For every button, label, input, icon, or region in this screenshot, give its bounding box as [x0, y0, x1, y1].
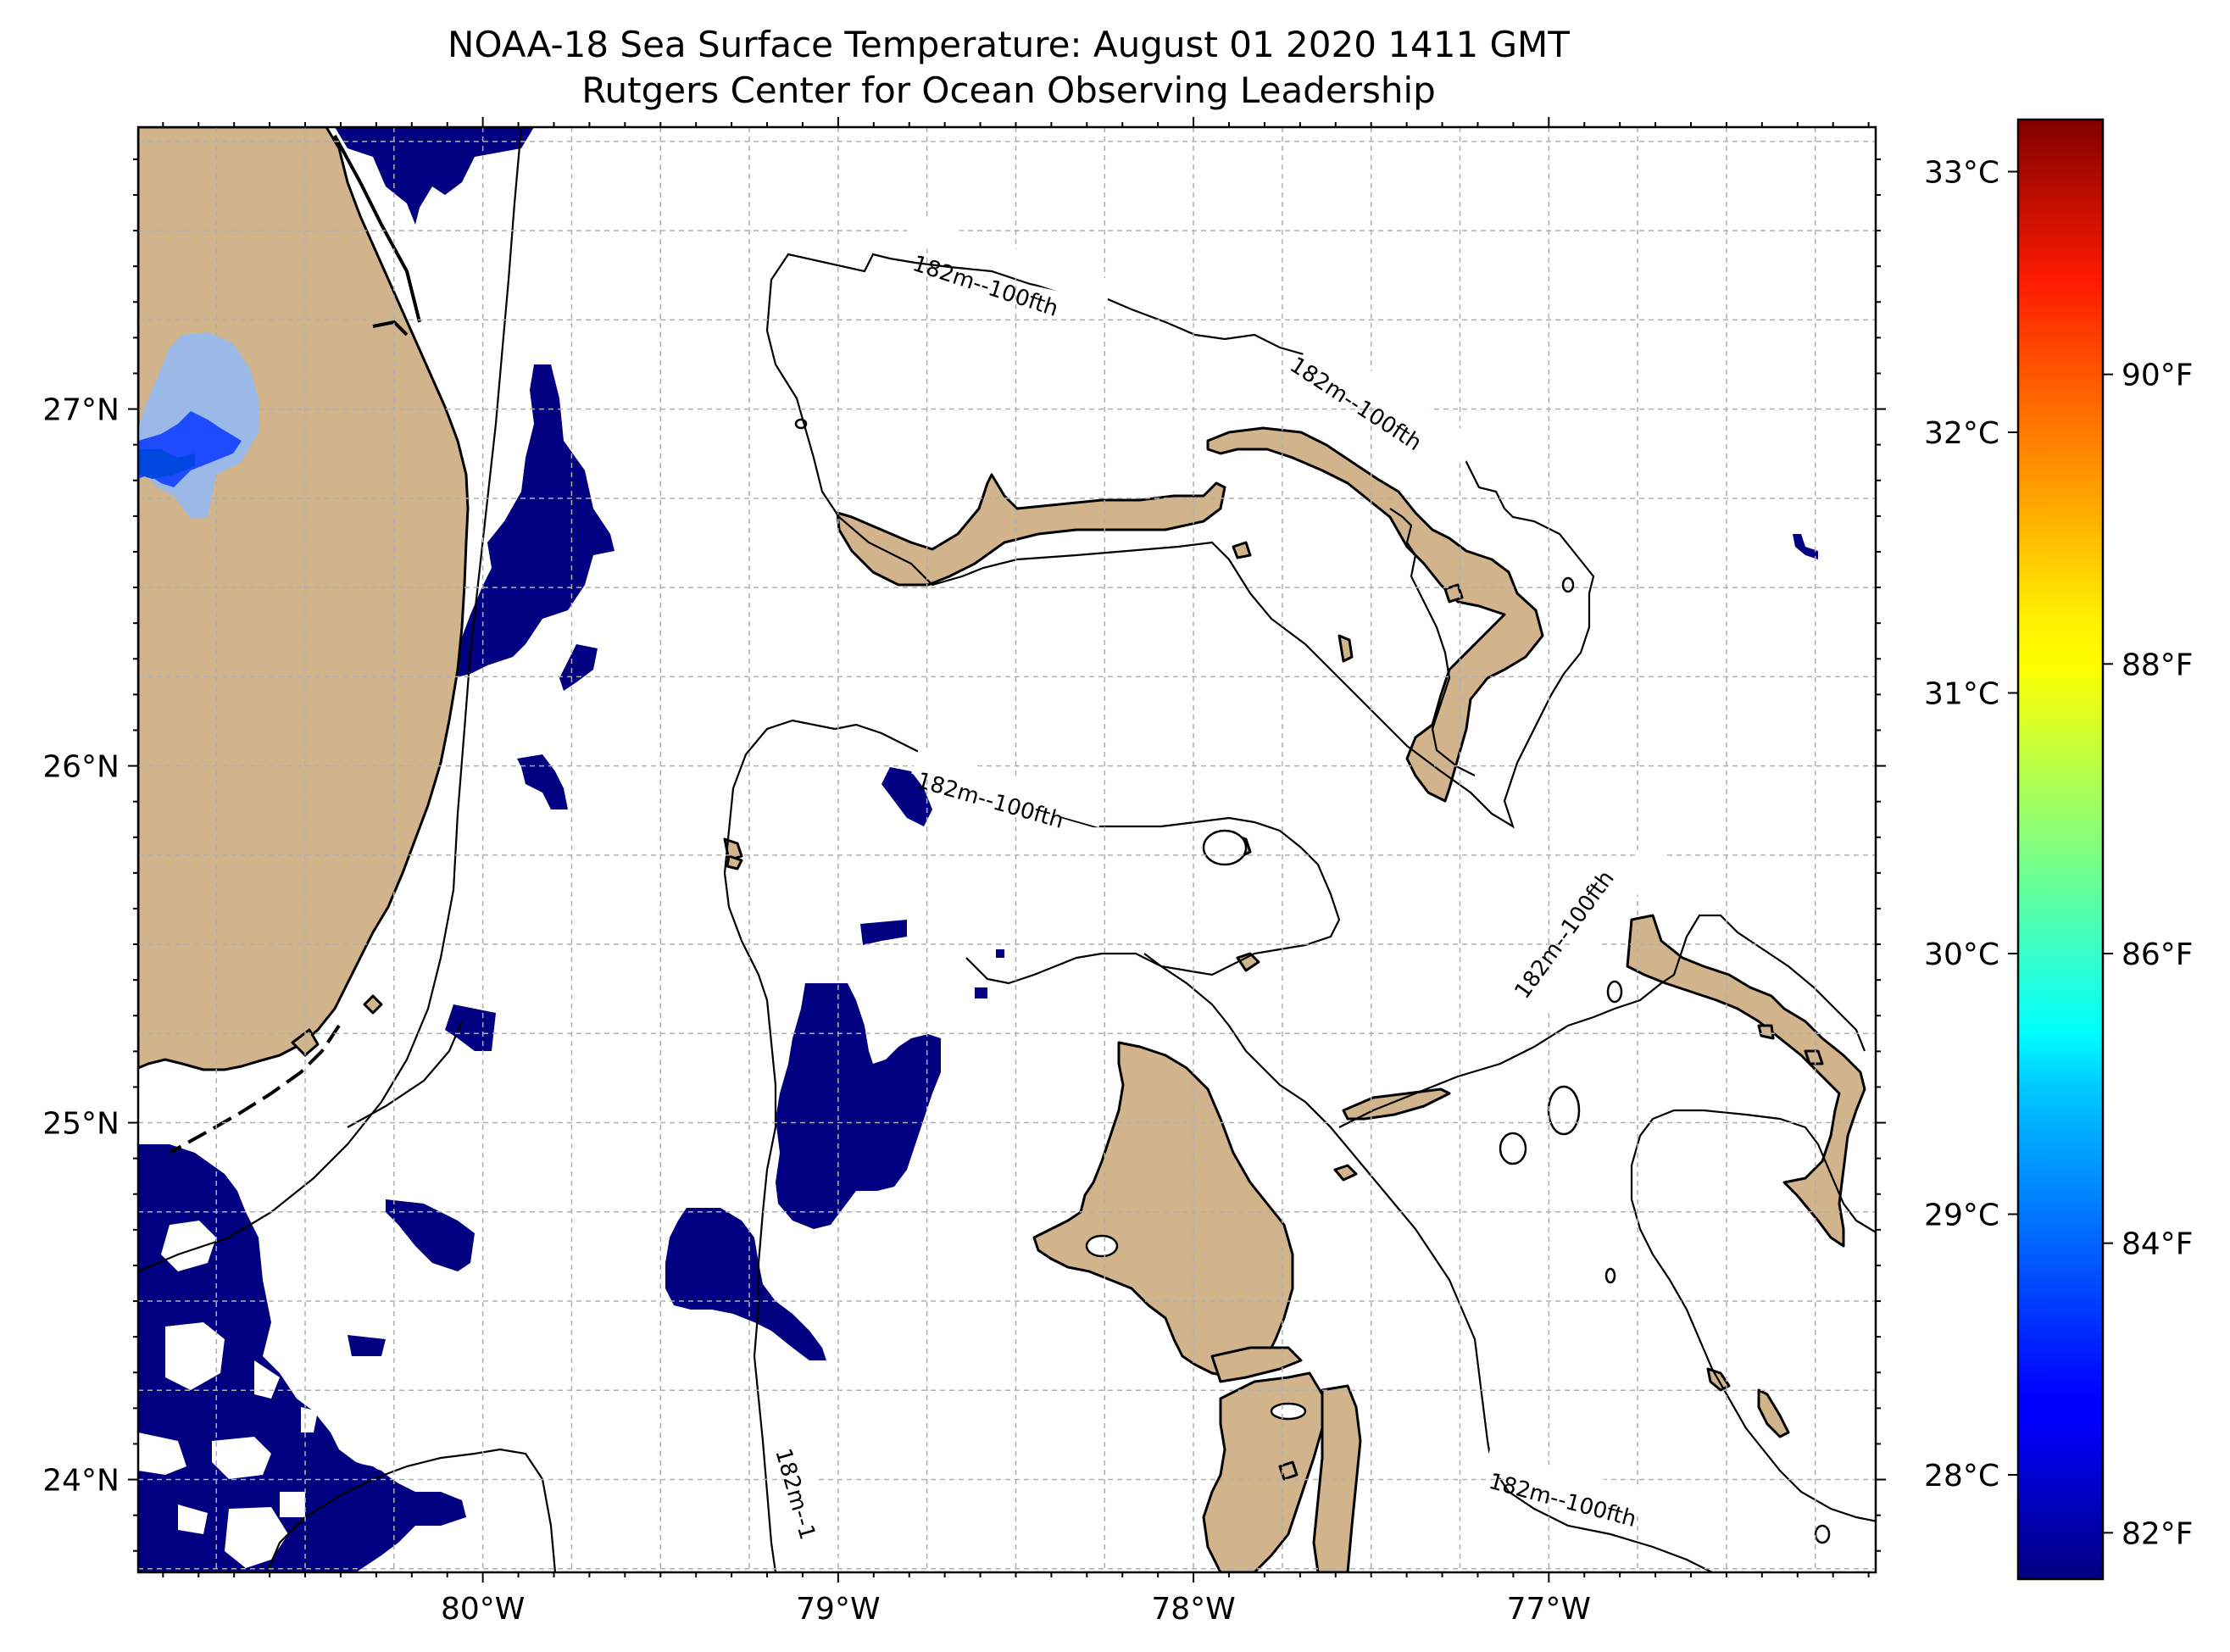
figure-subtitle: Rutgers Center for Ocean Observing Leade… [581, 70, 1436, 111]
keys-outline [169, 135, 421, 1154]
map-area: 182m--100fth 182m--100fth 182m--100fth 1… [138, 127, 1876, 1572]
lake-sst-layer [138, 332, 259, 519]
colorbar-celsius-label: 29°C [1924, 1199, 1999, 1233]
reef-outlines [794, 418, 1831, 1544]
great-abaco-island [1206, 426, 1544, 803]
figure-title: NOAA-18 Sea Surface Temperature: August … [448, 24, 1570, 65]
isobath-lines [138, 127, 1876, 1572]
lat-tick-label: 26°N [42, 750, 120, 785]
lon-tick-label: 77°W [1507, 1592, 1591, 1627]
colorbar-fahrenheit-label: 84°F [2122, 1227, 2194, 1262]
lat-tick-label: 24°N [42, 1464, 120, 1499]
colorbar-gradient [2016, 118, 2105, 1581]
colorbar-celsius-label: 32°C [1924, 416, 1999, 451]
lat-tick-label: 27°N [42, 393, 120, 428]
lon-tick-label: 80°W [441, 1592, 525, 1627]
colorbar-celsius-label: 33°C [1924, 156, 1999, 191]
lon-tick-label: 78°W [1151, 1592, 1235, 1627]
colorbar-fahrenheit-label: 90°F [2122, 359, 2194, 393]
andros-island [1032, 1041, 1294, 1379]
map-axes: 80°W 79°W 78°W 77°W 27°N 26°N 25°N 24°N [42, 117, 1886, 1627]
colorbar-celsius-label: 31°C [1924, 677, 1999, 712]
map-frame [136, 125, 1877, 1574]
colorbar-celsius-label: 28°C [1924, 1459, 1999, 1493]
gridlines [138, 127, 1876, 1572]
grand-bahama-island [836, 473, 1226, 587]
colorbar-fahrenheit-label: 82°F [2122, 1516, 2194, 1551]
colorbar-celsius-label: 30°C [1924, 937, 1999, 972]
lon-tick-label: 79°W [796, 1592, 880, 1627]
lat-tick-label: 25°N [42, 1107, 120, 1142]
colorbar-ticks: 33°C 32°C 31°C 30°C 29°C 28°C 90°F 88°F 86°F 84°F… [1924, 156, 2193, 1552]
colorbar-fahrenheit-label: 86°F [2122, 937, 2194, 972]
colorbar-fahrenheit-label: 88°F [2122, 648, 2194, 682]
colorbar: 33°C 32°C 31°C 30°C 29°C 28°C 90°F 88°F 86°F 84°F… [1924, 118, 2194, 1581]
